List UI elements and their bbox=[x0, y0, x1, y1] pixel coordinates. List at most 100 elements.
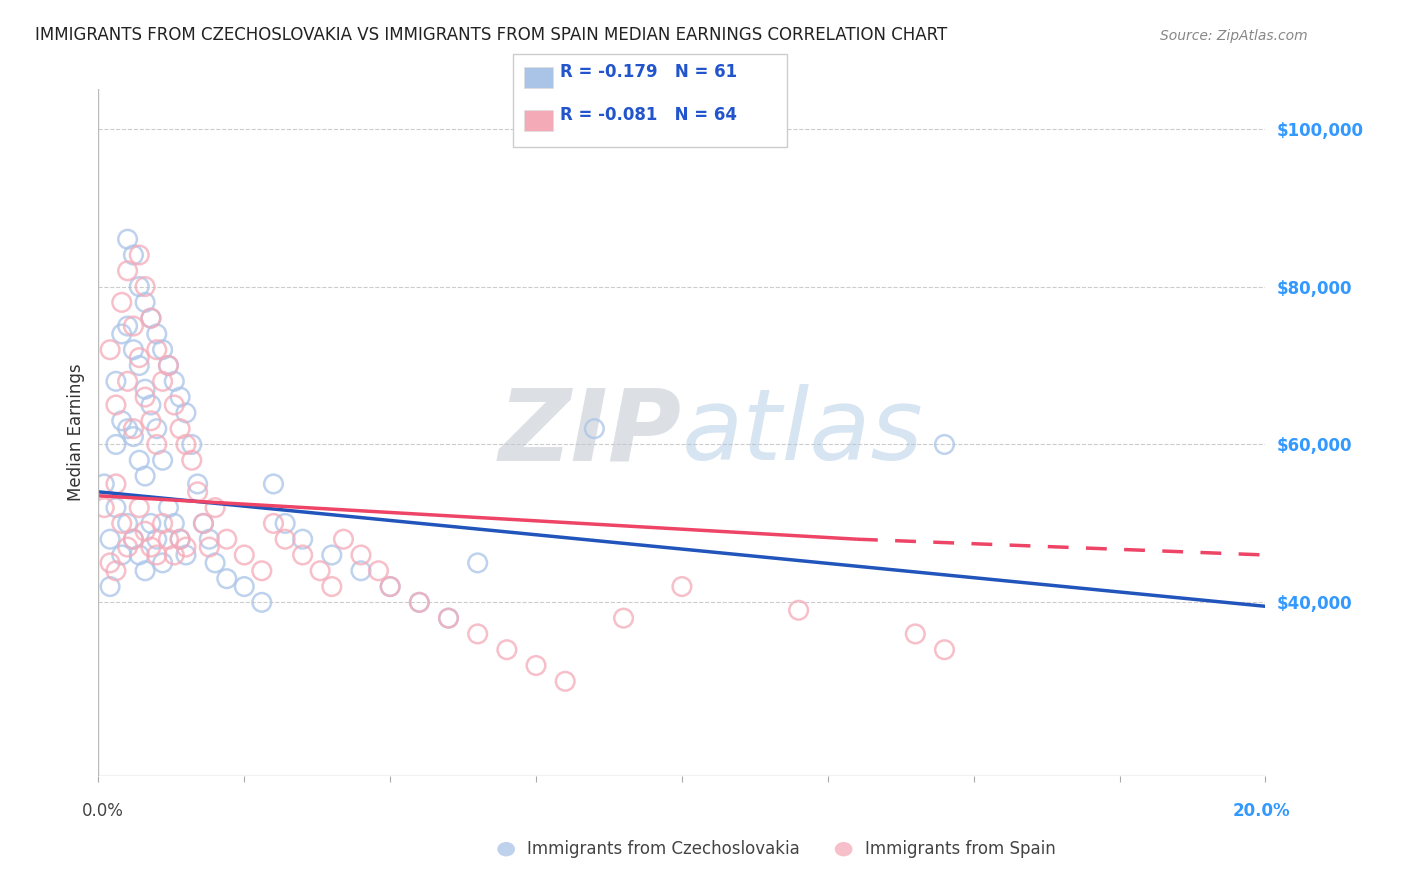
Point bbox=[111, 326, 134, 341]
Point bbox=[157, 359, 180, 373]
Point bbox=[122, 248, 145, 262]
Point bbox=[117, 516, 139, 531]
Point bbox=[128, 548, 150, 562]
Point bbox=[934, 437, 956, 451]
Point bbox=[104, 477, 127, 491]
Point bbox=[128, 453, 150, 467]
Point bbox=[152, 343, 174, 357]
Point bbox=[187, 484, 209, 499]
Point bbox=[98, 343, 121, 357]
Point bbox=[146, 343, 169, 357]
Point bbox=[157, 500, 180, 515]
Text: Immigrants from Spain: Immigrants from Spain bbox=[865, 840, 1056, 858]
Point bbox=[904, 627, 927, 641]
Point bbox=[467, 556, 489, 570]
Point bbox=[174, 437, 197, 451]
Point bbox=[193, 516, 215, 531]
Point bbox=[233, 580, 256, 594]
Point bbox=[380, 580, 402, 594]
Point bbox=[122, 422, 145, 436]
Point bbox=[262, 477, 284, 491]
Point bbox=[193, 516, 215, 531]
Text: R = -0.081   N = 64: R = -0.081 N = 64 bbox=[560, 105, 737, 123]
Point bbox=[122, 532, 145, 546]
Point bbox=[117, 232, 139, 246]
Point bbox=[93, 500, 115, 515]
Point bbox=[128, 351, 150, 365]
Point bbox=[169, 532, 191, 546]
Point bbox=[350, 548, 373, 562]
Point bbox=[93, 477, 115, 491]
Point bbox=[934, 642, 956, 657]
Point bbox=[117, 264, 139, 278]
Point bbox=[134, 279, 156, 293]
Point bbox=[139, 311, 162, 326]
Point bbox=[215, 572, 238, 586]
Point bbox=[671, 580, 693, 594]
Point bbox=[274, 532, 297, 546]
Point bbox=[321, 580, 343, 594]
Point bbox=[198, 540, 221, 554]
Point bbox=[104, 374, 127, 388]
Point bbox=[169, 422, 191, 436]
Point bbox=[104, 437, 127, 451]
Point bbox=[104, 398, 127, 412]
Point bbox=[98, 556, 121, 570]
Point bbox=[169, 390, 191, 404]
Point bbox=[152, 516, 174, 531]
Point bbox=[128, 359, 150, 373]
Point bbox=[134, 524, 156, 539]
Point bbox=[291, 532, 314, 546]
Point bbox=[122, 429, 145, 443]
Text: 0.0%: 0.0% bbox=[82, 802, 124, 820]
Point bbox=[139, 311, 162, 326]
Point bbox=[163, 374, 186, 388]
Point bbox=[262, 516, 284, 531]
Point bbox=[117, 319, 139, 334]
Point bbox=[787, 603, 810, 617]
Point bbox=[583, 422, 606, 436]
Point bbox=[146, 326, 169, 341]
Point bbox=[496, 642, 519, 657]
Text: Source: ZipAtlas.com: Source: ZipAtlas.com bbox=[1160, 29, 1308, 43]
Point bbox=[250, 564, 273, 578]
Point bbox=[274, 516, 297, 531]
Point bbox=[321, 548, 343, 562]
Point bbox=[180, 453, 202, 467]
Text: Immigrants from Czechoslovakia: Immigrants from Czechoslovakia bbox=[527, 840, 800, 858]
Point bbox=[152, 556, 174, 570]
Point bbox=[134, 382, 156, 396]
Point bbox=[198, 532, 221, 546]
Point bbox=[215, 532, 238, 546]
Point bbox=[174, 548, 197, 562]
Text: ZIP: ZIP bbox=[499, 384, 682, 481]
Point bbox=[437, 611, 460, 625]
Point bbox=[117, 374, 139, 388]
Point bbox=[146, 548, 169, 562]
Point bbox=[187, 477, 209, 491]
Point bbox=[134, 564, 156, 578]
Point bbox=[98, 532, 121, 546]
Point bbox=[128, 248, 150, 262]
Point bbox=[146, 532, 169, 546]
Point bbox=[350, 564, 373, 578]
Point bbox=[139, 398, 162, 412]
Y-axis label: Median Earnings: Median Earnings bbox=[66, 364, 84, 501]
Point bbox=[146, 437, 169, 451]
Point bbox=[163, 516, 186, 531]
Point bbox=[291, 548, 314, 562]
Text: 20.0%: 20.0% bbox=[1233, 802, 1289, 820]
Point bbox=[524, 658, 547, 673]
Point bbox=[180, 437, 202, 451]
Point bbox=[408, 595, 430, 609]
Point bbox=[408, 595, 430, 609]
Point bbox=[163, 548, 186, 562]
Point bbox=[139, 540, 162, 554]
Point bbox=[111, 548, 134, 562]
Point bbox=[152, 374, 174, 388]
Point bbox=[117, 540, 139, 554]
Point bbox=[233, 548, 256, 562]
Point bbox=[554, 674, 576, 689]
Point bbox=[437, 611, 460, 625]
Text: atlas: atlas bbox=[682, 384, 924, 481]
